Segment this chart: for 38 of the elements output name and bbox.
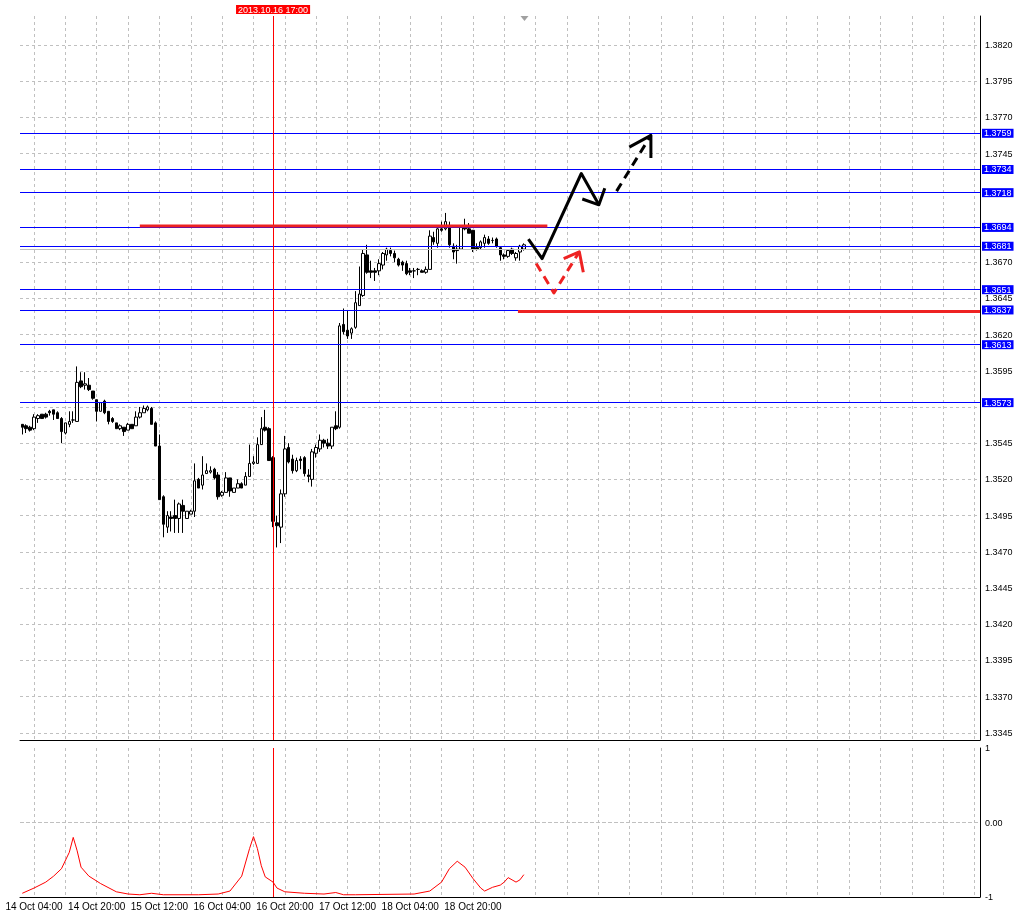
y-tick-label: 1.3645 — [985, 293, 1013, 304]
y-tick-label: 1.3620 — [985, 329, 1013, 340]
x-tick-label: 16 Oct 04:00 — [193, 900, 252, 912]
x-tick-label: 18 Oct 20:00 — [444, 900, 502, 912]
y-tick-label: 1.3520 — [985, 474, 1013, 485]
ref-line-label: 2013.10.16 17:00 — [238, 4, 309, 15]
ref-line-label: 1.3613 — [984, 339, 1012, 350]
y-tick-label: -1 — [985, 892, 994, 902]
y-tick-label: 1.3545 — [985, 438, 1013, 449]
y-tick-label: 1.3670 — [985, 257, 1013, 268]
y-tick-label: 1.3445 — [985, 582, 1013, 593]
y-tick-label: 1.3795 — [985, 76, 1013, 87]
y-tick-label: 1.3595 — [985, 365, 1013, 376]
x-tick-label: 14 Oct 20:00 — [68, 900, 126, 912]
y-tick-label: 1.3470 — [985, 546, 1013, 557]
ref-line-label: 1.3637 — [984, 304, 1012, 315]
y-tick-label: 1 — [985, 743, 991, 753]
ref-line-label: 1.3681 — [984, 241, 1012, 252]
ref-line-label: 1.3573 — [984, 397, 1012, 408]
x-tick-label: 16 Oct 20:00 — [256, 900, 314, 912]
x-tick-label: 17 Oct 12:00 — [318, 900, 377, 912]
ref-line-label: 1.3651 — [984, 284, 1012, 295]
y-tick-label: 1.3345 — [985, 727, 1013, 738]
x-tick-label: 15 Oct 12:00 — [130, 900, 189, 912]
ref-line-label: 1.3759 — [984, 128, 1012, 139]
y-tick-label: 1.3495 — [985, 510, 1013, 521]
y-tick-label: 1.3770 — [985, 112, 1013, 123]
ref-line-label: 1.3734 — [984, 164, 1012, 175]
x-tick-label: 18 Oct 04:00 — [381, 900, 440, 912]
ref-line-label: 1.3694 — [984, 222, 1012, 233]
y-tick-label: 0.00 — [985, 817, 1003, 828]
y-tick-label: 1.3745 — [985, 148, 1013, 159]
y-tick-label: 1.3820 — [985, 39, 1013, 50]
ref-line-label: 1.3718 — [984, 187, 1012, 198]
x-tick-label: 14 Oct 04:00 — [5, 900, 64, 912]
y-tick-label: 1.3370 — [985, 691, 1013, 702]
y-tick-label: 1.3420 — [985, 619, 1013, 630]
y-tick-label: 1.3395 — [985, 655, 1013, 666]
